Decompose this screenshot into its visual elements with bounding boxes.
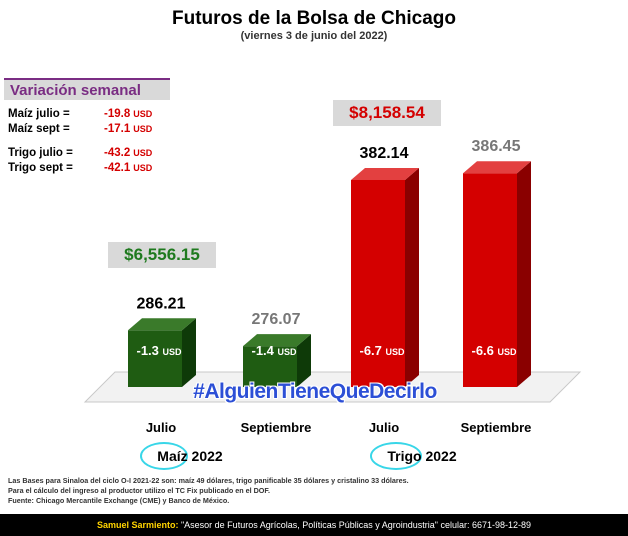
chart-subtitle: (viernes 3 de junio del 2022) <box>240 30 388 42</box>
footer-bar: Samuel Sarmiento: "Asesor de Futuros Agr… <box>0 514 628 536</box>
bar-0 <box>128 330 182 387</box>
bars-group: 286.21 -1.3 USD Julio 276.07 -1.4 USD Septiem… <box>128 138 531 435</box>
bar-value-label-1: 276.07 <box>252 311 301 328</box>
bar-top-1 <box>243 334 311 347</box>
bar-value-label-3: 386.45 <box>472 138 521 155</box>
variacion-row-maiz-julio: Maíz julio = -19.8 USD <box>8 108 153 120</box>
category-label-2: Julio <box>369 420 399 435</box>
bar-side-0 <box>182 318 196 387</box>
total-trigo: $8,158.54 <box>333 100 441 126</box>
bar-top-3 <box>463 161 531 174</box>
total-maiz: $6,556.15 <box>108 242 216 268</box>
variacion-row-trigo-sept: Trigo sept = -42.1 USD <box>8 162 153 174</box>
bar-top-2 <box>351 167 419 180</box>
hashtag-watermark: #AlguienTieneQueDecirlo <box>193 380 437 403</box>
chart-floor <box>83 371 582 403</box>
footnote-bases: Las Bases para Sinaloa del ciclo O-I 202… <box>8 476 409 485</box>
bar-change-label-2: -6.7 USD <box>359 343 405 358</box>
bar-top-0 <box>128 318 196 331</box>
footnote-source: Fuente: Chicago Mercantile Exchange (CME… <box>8 496 230 505</box>
group-label-trigo: Trigo 2022 <box>387 448 457 464</box>
bar-side-3 <box>517 161 531 387</box>
maiz-highlight-oval <box>140 442 188 470</box>
bar-3 <box>463 173 517 387</box>
bar-change-label-1: -1.4 USD <box>251 343 297 358</box>
footnote-tc: Para el cálculo del ingreso al productor… <box>8 486 270 495</box>
bar-value-label-0: 286.21 <box>137 295 186 312</box>
bar-change-label-3: -6.6 USD <box>471 343 517 358</box>
variacion-row-maiz-sept: Maíz sept = -17.1 USD <box>8 123 153 135</box>
variacion-heading: Variación semanal <box>4 78 170 100</box>
variacion-row-trigo-julio: Trigo julio = -43.2 USD <box>8 147 153 159</box>
category-label-1: Septiembre <box>241 420 312 435</box>
bar-side-1 <box>297 334 311 387</box>
bar-change-label-0: -1.3 USD <box>136 343 182 358</box>
category-label-3: Septiembre <box>461 420 532 435</box>
group-label-maiz: Maíz 2022 <box>157 448 223 464</box>
footnotes: Las Bases para Sinaloa del ciclo O-I 202… <box>8 476 409 506</box>
bar-value-label-2: 382.14 <box>360 145 409 162</box>
bar-1 <box>243 346 297 387</box>
bar-2 <box>351 179 405 387</box>
category-label-0: Julio <box>146 420 176 435</box>
chart-title: Futuros de la Bolsa de Chicago <box>172 8 456 29</box>
bar-side-2 <box>405 167 419 387</box>
trigo-highlight-oval <box>370 442 422 470</box>
